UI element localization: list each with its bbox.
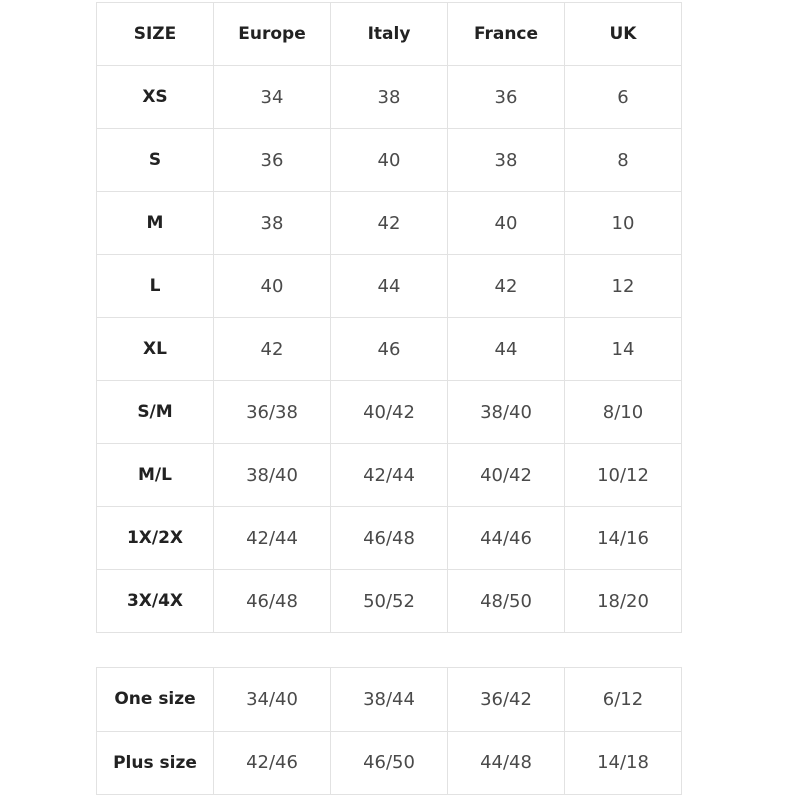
table-row: M 38 42 40 10 <box>96 191 682 255</box>
size-label: S <box>96 128 214 192</box>
size-value: 42 <box>447 254 565 318</box>
size-label: 1X/2X <box>96 506 214 570</box>
size-label: M/L <box>96 443 214 507</box>
size-value: 12 <box>564 254 682 318</box>
table-row: Plus size 42/46 46/50 44/48 14/18 <box>96 730 682 795</box>
size-value: 10/12 <box>564 443 682 507</box>
size-value: 38/40 <box>447 380 565 444</box>
size-value: 36 <box>213 128 331 192</box>
size-value: 40/42 <box>330 380 448 444</box>
size-value: 38 <box>213 191 331 255</box>
column-header: Europe <box>213 2 331 66</box>
size-value: 44/48 <box>447 730 565 795</box>
size-label: XL <box>96 317 214 381</box>
table-row: XL 42 46 44 14 <box>96 317 682 381</box>
size-value: 44 <box>447 317 565 381</box>
column-header: UK <box>564 2 682 66</box>
size-label: One size <box>96 667 214 732</box>
size-value: 46 <box>330 317 448 381</box>
size-value: 34 <box>213 65 331 129</box>
size-value: 6/12 <box>564 667 682 732</box>
size-value: 6 <box>564 65 682 129</box>
size-chart-table: SIZE Europe Italy France UK XS 34 38 36 6 S 36 40 38 8… <box>96 2 682 633</box>
table-row: M/L 38/40 42/44 40/42 10/12 <box>96 443 682 507</box>
size-value: 42 <box>213 317 331 381</box>
size-value: 48/50 <box>447 569 565 633</box>
size-value: 42 <box>330 191 448 255</box>
size-value: 50/52 <box>330 569 448 633</box>
size-value: 36/42 <box>447 667 565 732</box>
size-value: 8/10 <box>564 380 682 444</box>
size-value: 46/48 <box>213 569 331 633</box>
table-row: L 40 44 42 12 <box>96 254 682 318</box>
size-value: 14/16 <box>564 506 682 570</box>
column-header: Italy <box>330 2 448 66</box>
size-value: 40/42 <box>447 443 565 507</box>
size-value: 38/44 <box>330 667 448 732</box>
column-header: France <box>447 2 565 66</box>
table-row: 3X/4X 46/48 50/52 48/50 18/20 <box>96 569 682 633</box>
size-value: 18/20 <box>564 569 682 633</box>
size-label: XS <box>96 65 214 129</box>
size-value: 38 <box>330 65 448 129</box>
size-value: 14 <box>564 317 682 381</box>
header-row: SIZE Europe Italy France UK <box>96 2 682 66</box>
size-label: L <box>96 254 214 318</box>
table-row: S/M 36/38 40/42 38/40 8/10 <box>96 380 682 444</box>
size-value: 42/44 <box>213 506 331 570</box>
size-value: 34/40 <box>213 667 331 732</box>
size-value: 40 <box>330 128 448 192</box>
size-label: Plus size <box>96 730 214 795</box>
size-value: 10 <box>564 191 682 255</box>
size-value: 14/18 <box>564 730 682 795</box>
one-plus-size-table: One size 34/40 38/44 36/42 6/12 Plus size 42/4… <box>96 667 682 795</box>
size-label: S/M <box>96 380 214 444</box>
size-value: 40 <box>213 254 331 318</box>
size-label: M <box>96 191 214 255</box>
table-row: 1X/2X 42/44 46/48 44/46 14/16 <box>96 506 682 570</box>
size-value: 44 <box>330 254 448 318</box>
size-value: 40 <box>447 191 565 255</box>
column-header: SIZE <box>96 2 214 66</box>
size-value: 42/46 <box>213 730 331 795</box>
size-value: 46/48 <box>330 506 448 570</box>
size-value: 38/40 <box>213 443 331 507</box>
size-value: 38 <box>447 128 565 192</box>
size-value: 8 <box>564 128 682 192</box>
table-row: One size 34/40 38/44 36/42 6/12 <box>96 667 682 732</box>
size-label: 3X/4X <box>96 569 214 633</box>
size-value: 36 <box>447 65 565 129</box>
table-row: XS 34 38 36 6 <box>96 65 682 129</box>
size-value: 36/38 <box>213 380 331 444</box>
size-value: 44/46 <box>447 506 565 570</box>
table-row: S 36 40 38 8 <box>96 128 682 192</box>
size-value: 42/44 <box>330 443 448 507</box>
size-value: 46/50 <box>330 730 448 795</box>
